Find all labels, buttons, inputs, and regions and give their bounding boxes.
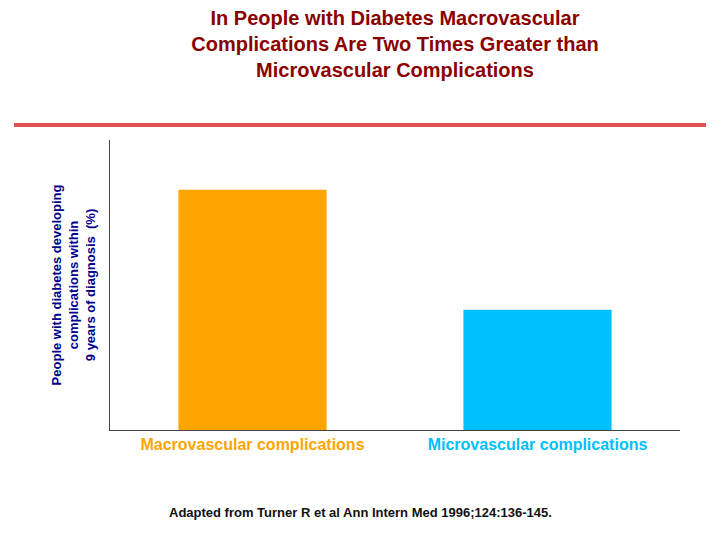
svg-text:In People with Diabetes Macrov: In People with Diabetes MacrovascularCom… bbox=[191, 7, 599, 81]
svg-text:Adapted from Turner R et al An: Adapted from Turner R et al Ann Intern M… bbox=[169, 505, 552, 520]
svg-text:Macrovascular complications: Macrovascular complications bbox=[140, 436, 364, 453]
svg-text:People with diabetes developin: People with diabetes developingcomplicat… bbox=[49, 185, 98, 386]
svg-text:Microvascular complications: Microvascular complications bbox=[428, 436, 648, 453]
